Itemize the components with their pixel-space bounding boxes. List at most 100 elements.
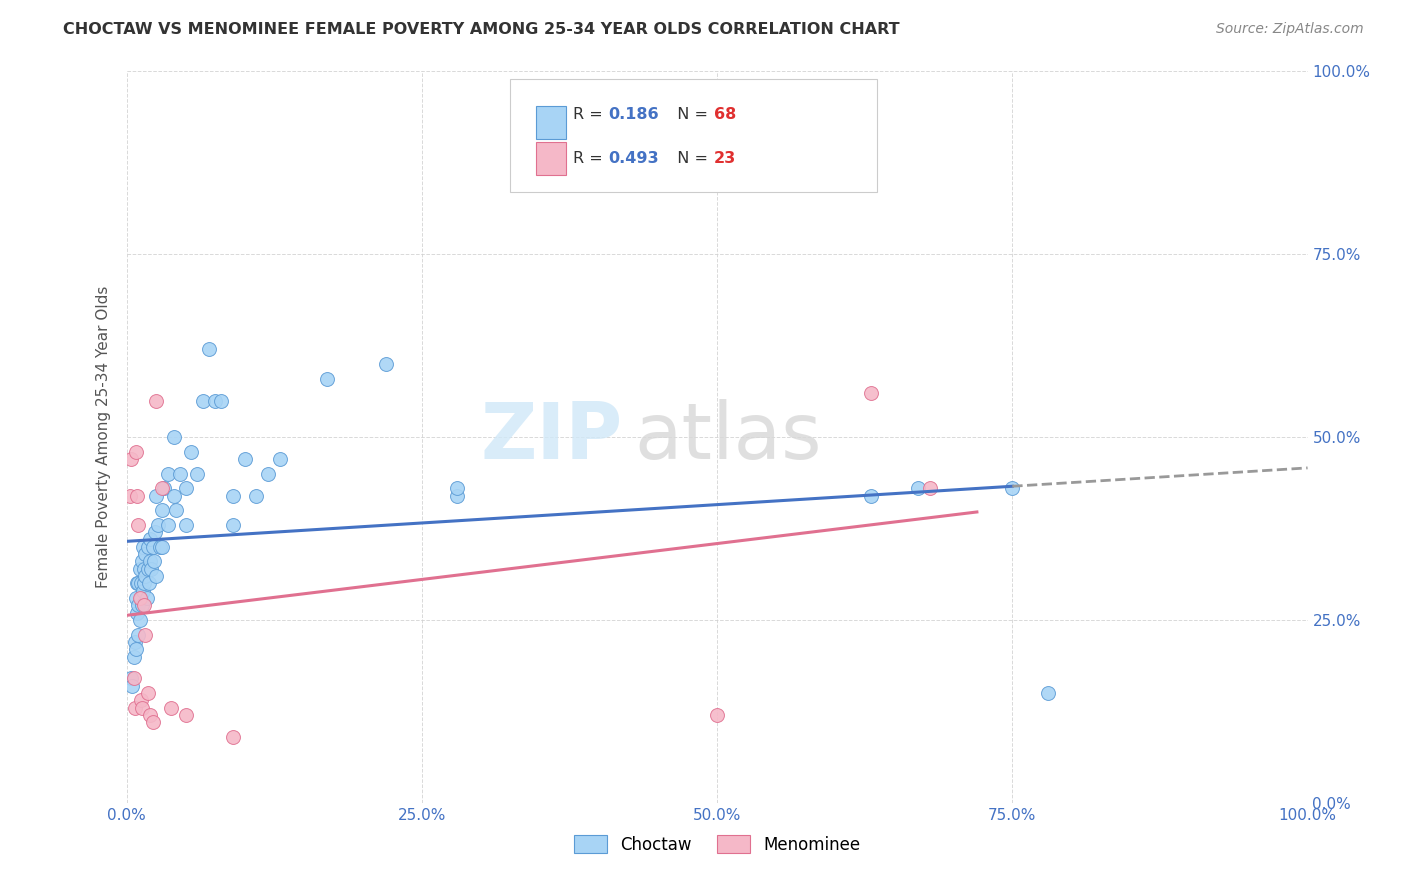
- Point: [446, 489, 468, 503]
- Point: [198, 343, 221, 357]
- Point: [127, 489, 149, 503]
- Point: [174, 481, 197, 495]
- Point: [375, 357, 398, 371]
- Point: [209, 393, 232, 408]
- Point: [316, 371, 339, 385]
- Point: [139, 708, 162, 723]
- Point: [1036, 686, 1059, 700]
- Point: [150, 540, 173, 554]
- Point: [138, 576, 160, 591]
- Point: [120, 672, 142, 686]
- Point: [120, 452, 142, 467]
- Point: [134, 627, 156, 641]
- Point: [148, 517, 170, 532]
- Point: [141, 562, 163, 576]
- Point: [153, 481, 176, 495]
- Point: [128, 613, 150, 627]
- Point: [127, 576, 149, 591]
- Point: [135, 591, 157, 605]
- Point: [136, 686, 159, 700]
- Point: [222, 489, 245, 503]
- Point: [136, 562, 159, 576]
- Point: [125, 642, 148, 657]
- Point: [706, 708, 728, 723]
- Point: [222, 517, 245, 532]
- Point: [156, 517, 179, 532]
- Point: [150, 503, 173, 517]
- Point: [193, 393, 215, 408]
- Text: R =: R =: [574, 107, 607, 122]
- Point: [139, 533, 162, 547]
- Point: [127, 576, 149, 591]
- Point: [165, 503, 187, 517]
- Point: [136, 540, 159, 554]
- Point: [222, 730, 245, 744]
- Point: [124, 635, 146, 649]
- Point: [128, 591, 150, 605]
- Point: [163, 430, 186, 444]
- Point: [129, 576, 152, 591]
- Text: 23: 23: [713, 151, 735, 166]
- Point: [160, 700, 183, 714]
- Point: [132, 583, 155, 598]
- Point: [145, 489, 167, 503]
- FancyBboxPatch shape: [536, 143, 565, 175]
- Point: [204, 393, 226, 408]
- Point: [125, 591, 148, 605]
- Point: [127, 627, 149, 641]
- Legend: Choctaw, Menominee: Choctaw, Menominee: [567, 829, 868, 860]
- Point: [129, 591, 152, 605]
- Text: 0.186: 0.186: [609, 107, 659, 122]
- Y-axis label: Female Poverty Among 25-34 Year Olds: Female Poverty Among 25-34 Year Olds: [96, 286, 111, 588]
- Point: [233, 452, 256, 467]
- Point: [122, 649, 145, 664]
- Text: atlas: atlas: [634, 399, 823, 475]
- Point: [149, 540, 172, 554]
- Point: [134, 547, 156, 561]
- Text: 68: 68: [713, 107, 735, 122]
- Point: [145, 393, 167, 408]
- Point: [145, 569, 167, 583]
- Point: [169, 467, 191, 481]
- Point: [446, 481, 468, 495]
- Point: [127, 517, 149, 532]
- Point: [918, 481, 941, 495]
- Point: [134, 599, 156, 613]
- Point: [174, 517, 197, 532]
- Text: 0.493: 0.493: [609, 151, 659, 166]
- Point: [131, 599, 153, 613]
- Point: [139, 554, 162, 568]
- Point: [120, 489, 142, 503]
- Point: [124, 700, 146, 714]
- Point: [150, 481, 173, 495]
- Point: [131, 700, 153, 714]
- Text: N =: N =: [668, 107, 714, 122]
- Point: [142, 554, 165, 568]
- Point: [141, 540, 163, 554]
- Point: [186, 467, 208, 481]
- Point: [907, 481, 929, 495]
- Point: [180, 444, 202, 458]
- Point: [134, 576, 156, 591]
- Point: [257, 467, 280, 481]
- Point: [131, 554, 153, 568]
- Point: [269, 452, 291, 467]
- Point: [163, 489, 186, 503]
- Point: [134, 562, 156, 576]
- Text: Source: ZipAtlas.com: Source: ZipAtlas.com: [1216, 22, 1364, 37]
- Point: [129, 693, 152, 707]
- Text: R =: R =: [574, 151, 607, 166]
- Point: [128, 562, 150, 576]
- Point: [122, 672, 145, 686]
- Point: [143, 525, 166, 540]
- Point: [127, 606, 149, 620]
- Point: [125, 444, 148, 458]
- Point: [127, 599, 149, 613]
- FancyBboxPatch shape: [536, 106, 565, 138]
- Text: ZIP: ZIP: [481, 399, 623, 475]
- Point: [245, 489, 267, 503]
- Point: [1001, 481, 1024, 495]
- Point: [141, 715, 163, 730]
- Point: [121, 679, 143, 693]
- Point: [174, 708, 197, 723]
